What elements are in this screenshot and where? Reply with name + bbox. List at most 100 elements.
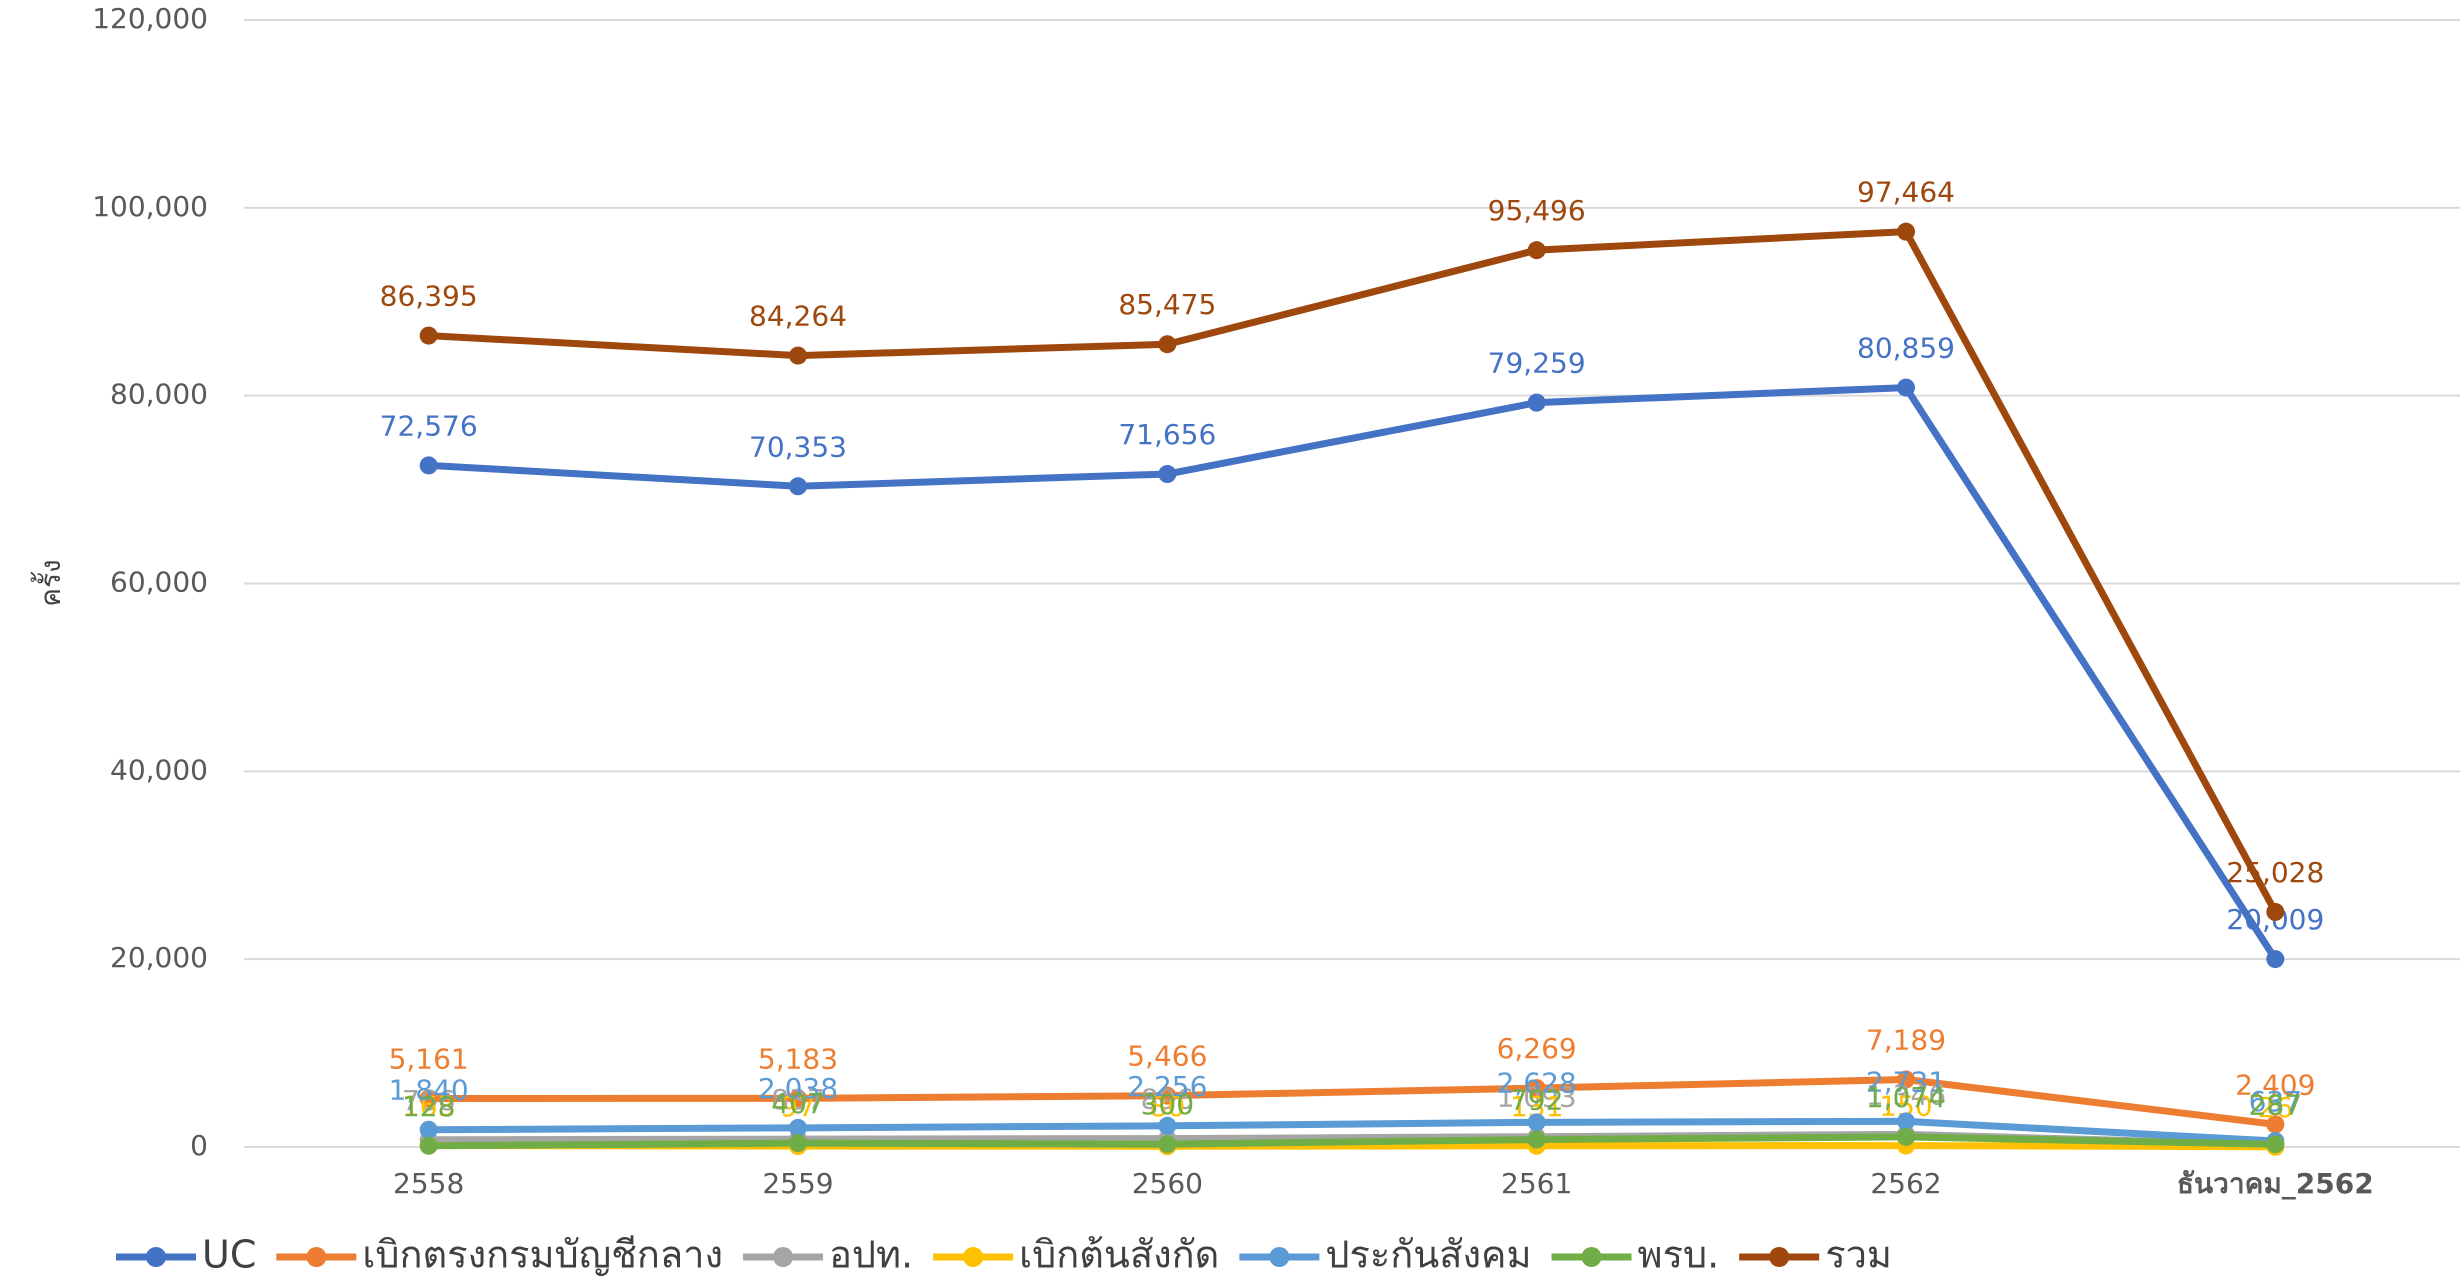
data-point <box>789 1118 807 1137</box>
legend-label: เบิกต้นสังกัด <box>1019 1233 1219 1277</box>
data-label: 163 <box>402 1089 455 1122</box>
data-point <box>1527 393 1546 412</box>
series-line <box>428 228 2279 914</box>
data-label: 1,093 <box>1497 1081 1577 1114</box>
data-label: 766 <box>402 1084 455 1117</box>
data-point <box>419 1120 438 1139</box>
legend-label: รวม <box>1825 1233 1892 1277</box>
x-tick-label: ธันวาคม_2562 <box>2177 1167 2374 1200</box>
data-label: 2,038 <box>758 1072 838 1105</box>
data-label: 84,264 <box>749 300 847 333</box>
data-point <box>1158 1116 1177 1135</box>
data-label: 86,395 <box>380 280 478 313</box>
data-point <box>419 1089 438 1108</box>
data-point <box>789 477 807 496</box>
series-line <box>428 384 2279 961</box>
data-point <box>2266 1135 2285 1154</box>
legend-label: พรบ. <box>1638 1233 1720 1277</box>
y-tick-label: 20,000 <box>110 941 208 974</box>
data-point <box>1158 465 1177 484</box>
data-point <box>1897 1127 1915 1146</box>
data-label: 85,475 <box>1118 288 1216 321</box>
data-label: 95,496 <box>1488 194 1586 227</box>
data-label: 79,259 <box>1488 347 1586 380</box>
series-line <box>428 1117 2276 1145</box>
data-point <box>1158 335 1177 354</box>
y-tick-label: 40,000 <box>110 753 208 786</box>
data-label: 896 <box>1141 1083 1194 1116</box>
data-label: 72,576 <box>380 409 478 442</box>
data-point <box>419 456 438 475</box>
legend-label: อปท. <box>829 1233 913 1277</box>
x-tick-label: 2561 <box>1501 1167 1572 1200</box>
data-label: 2,409 <box>2235 1068 2315 1101</box>
data-label: 80,859 <box>1857 332 1955 365</box>
y-tick-label: 60,000 <box>110 566 208 599</box>
data-point <box>2266 1115 2285 1134</box>
data-label: 2,256 <box>1127 1070 1207 1103</box>
legend-marker <box>306 1247 327 1267</box>
data-label: 25,028 <box>2226 856 2324 889</box>
data-label: 70,353 <box>749 430 847 463</box>
series-line <box>428 1075 2276 1128</box>
data-point <box>1897 378 1915 397</box>
legend-marker <box>1269 1247 1290 1267</box>
legend-marker <box>1581 1247 1602 1267</box>
legend-marker <box>773 1247 794 1267</box>
data-point <box>2266 950 2285 969</box>
data-label: 128 <box>402 1090 455 1123</box>
data-point <box>1158 1086 1177 1105</box>
data-point <box>1897 1070 1915 1089</box>
y-axis-label: ครั้ง <box>30 559 67 606</box>
data-label: 300 <box>1141 1088 1194 1121</box>
data-label: 407 <box>771 1087 824 1120</box>
data-label: 5,183 <box>758 1042 838 1075</box>
data-point <box>789 1089 807 1108</box>
data-label: 1,840 <box>389 1074 469 1107</box>
series-line <box>428 1133 2276 1150</box>
data-label: 5,161 <box>389 1043 469 1076</box>
y-tick-label: 120,000 <box>92 2 208 35</box>
data-label: 71,656 <box>1118 418 1216 451</box>
legend-marker <box>1769 1247 1790 1267</box>
data-label: 97 <box>780 1090 816 1123</box>
x-tick-label: 2558 <box>393 1167 464 1200</box>
data-label: 5,466 <box>1127 1040 1207 1073</box>
legend-label: ประกันสังคม <box>1325 1233 1531 1277</box>
legend-label: UC <box>202 1233 256 1277</box>
data-point <box>1527 1113 1546 1132</box>
data-label: 97,464 <box>1857 176 1955 209</box>
y-tick-label: 80,000 <box>110 378 208 411</box>
data-point <box>2266 902 2285 921</box>
data-point <box>1527 1130 1546 1149</box>
data-label: 26 <box>2258 1091 2294 1124</box>
data-point <box>419 1136 438 1155</box>
data-label: 1,074 <box>1866 1081 1946 1114</box>
data-label: 2,628 <box>1497 1066 1577 1099</box>
data-point <box>1897 222 1915 241</box>
data-label: 837 <box>771 1083 824 1116</box>
data-label: 1,346 <box>1866 1078 1946 1111</box>
y-tick-label: 0 <box>190 1129 208 1162</box>
data-point <box>1527 1079 1546 1098</box>
data-point <box>1897 1112 1915 1131</box>
x-tick-label: 2559 <box>762 1167 833 1200</box>
legend-marker <box>146 1247 166 1267</box>
x-tick-label: 2562 <box>1870 1167 1941 1200</box>
data-point <box>789 346 807 365</box>
data-label: 267 <box>2249 1088 2302 1121</box>
data-point <box>419 326 438 345</box>
legend-marker <box>963 1247 984 1267</box>
data-point <box>789 1134 807 1153</box>
data-point <box>1158 1135 1177 1154</box>
data-point <box>1527 241 1546 260</box>
data-label: 792 <box>1510 1084 1563 1117</box>
x-tick-label: 2560 <box>1132 1167 1203 1200</box>
data-label: 7,189 <box>1866 1023 1946 1056</box>
data-label: 637 <box>2249 1085 2302 1118</box>
legend-label: เบิกตรงกรมบัญชีกลาง <box>362 1233 723 1277</box>
data-label: 6,269 <box>1497 1032 1577 1065</box>
data-label: 2,731 <box>1866 1065 1946 1098</box>
y-tick-label: 100,000 <box>92 190 208 223</box>
